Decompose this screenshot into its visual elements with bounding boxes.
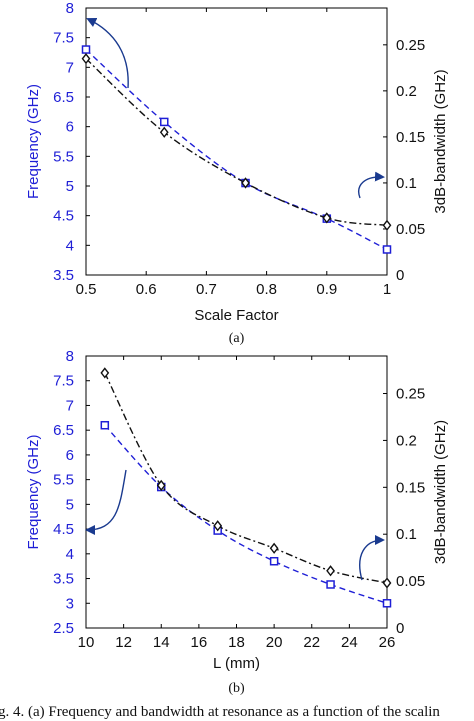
chart-panel-a: 0.5 0.6 0.7 0.8 0.9 1 3.5 4 4.5 5 5.5 6 6.5 7 7.5 8 0 0.0… (25, 0, 449, 346)
frequency-series-line (104, 424, 388, 604)
y-left-tick-label: 5.5 (53, 148, 74, 165)
y-right-axis-label: 3dB-bandwidth (GHz) (432, 420, 449, 564)
x-tick-label: 24 (341, 634, 358, 651)
x-tick-label: 0.9 (316, 281, 337, 298)
y-right-tick-label: 0.05 (396, 573, 425, 590)
y-right-tick-label: 0.25 (396, 386, 425, 403)
bandwidth-point (382, 577, 392, 589)
bandwidth-point (159, 126, 169, 138)
bandwidth-point (81, 52, 91, 65)
x-axis-label: L (mm) (213, 655, 260, 672)
frequency-point (269, 556, 279, 566)
arrow-to-right-axis (358, 171, 385, 199)
frequency-point (382, 245, 392, 254)
y-right-tick-label: 0.2 (396, 432, 417, 449)
y-left-tick-label: 3 (66, 595, 74, 612)
y-left-tick-label: 6.5 (53, 89, 74, 106)
y-left-tick-label: 8 (66, 0, 74, 17)
chart-panel-b: 10 12 14 16 18 20 22 24 26 2.5 3 3.5 4 4.5 5 5.5 6 6.5 7 7.… (25, 348, 449, 696)
x-tick-label: 0.5 (76, 281, 97, 298)
figure-caption: g. 4. (a) Frequency and bandwidth at res… (0, 704, 440, 720)
y-left-tick-label: 5 (66, 496, 74, 513)
plot-frame (85, 7, 388, 276)
x-tick-label: 10 (78, 634, 95, 651)
y-left-tick-label: 4.5 (53, 521, 74, 538)
y-right-tick-label: 0 (396, 267, 404, 284)
y-left-tick-label: 6 (66, 119, 74, 136)
frequency-point (160, 117, 169, 127)
y-left-tick-label: 5 (66, 178, 74, 195)
y-left-tick-label: 2.5 (53, 620, 74, 637)
y-right-tick-label: 0 (396, 620, 404, 637)
bandwidth-series-line (85, 58, 388, 226)
y-left-tick-label: 3.5 (53, 267, 74, 284)
bandwidth-point (326, 565, 335, 577)
y-left-tick-label: 7.5 (53, 30, 74, 47)
bandwidth-point (382, 219, 392, 231)
y-right-tick-label: 0.1 (396, 175, 417, 192)
bandwidth-point (100, 367, 110, 379)
x-tick-label: 22 (303, 634, 320, 651)
y-right-tick-label: 0.05 (396, 221, 425, 238)
x-tick-label: 0.6 (136, 281, 157, 298)
y-left-tick-label: 4 (66, 546, 74, 563)
bandwidth-point (241, 177, 250, 189)
plot-frame (85, 355, 388, 629)
y-right-tick-label: 0.25 (396, 37, 425, 54)
x-tick-label: 18 (228, 634, 245, 651)
y-left-tick-label: 4 (66, 237, 74, 254)
frequency-point (100, 420, 110, 430)
y-left-tick-label: 8 (66, 348, 74, 365)
y-left-tick-label: 6.5 (53, 422, 74, 439)
x-tick-label: 1 (383, 281, 391, 298)
y-left-axis-label: Frequency (GHz) (25, 434, 42, 549)
frequency-point (326, 580, 335, 589)
frequency-point (81, 45, 91, 54)
bandwidth-point (322, 212, 332, 224)
y-left-axis-label: Frequency (GHz) (25, 84, 42, 199)
x-tick-label: 20 (266, 634, 283, 651)
x-tick-label: 0.8 (256, 281, 277, 298)
bandwidth-point (156, 479, 166, 492)
y-left-tick-label: 4.5 (53, 208, 74, 225)
arrow-to-right-axis (359, 535, 385, 581)
y-left-tick-label: 6 (66, 447, 74, 464)
frequency-point (382, 599, 392, 608)
y-left-tick-label: 3.5 (53, 571, 74, 588)
bandwidth-point (213, 520, 223, 532)
x-tick-label: 26 (379, 634, 396, 651)
panel-label: (a) (229, 331, 245, 346)
x-axis-label: Scale Factor (194, 307, 278, 324)
y-left-tick-label: 7.5 (53, 373, 74, 390)
panel-label: (b) (228, 681, 245, 696)
y-left-tick-label: 5.5 (53, 472, 74, 489)
frequency-series-line (85, 49, 388, 251)
y-right-axis-label: 3dB-bandwidth (GHz) (432, 69, 449, 213)
x-tick-label: 0.7 (196, 281, 217, 298)
y-right-tick-label: 0.15 (396, 479, 425, 496)
y-right-tick-label: 0.2 (396, 83, 417, 100)
y-left-tick-label: 7 (66, 59, 74, 76)
bandwidth-series-line (104, 372, 388, 584)
x-tick-label: 12 (115, 634, 132, 651)
arrow-to-left-axis (85, 469, 127, 535)
y-right-tick-label: 0.1 (396, 526, 417, 543)
bandwidth-point (269, 542, 279, 554)
x-tick-label: 14 (153, 634, 170, 651)
y-left-tick-label: 7 (66, 397, 74, 414)
arrow-to-left-axis (86, 17, 129, 89)
x-tick-label: 16 (191, 634, 208, 651)
y-right-tick-label: 0.15 (396, 129, 425, 146)
